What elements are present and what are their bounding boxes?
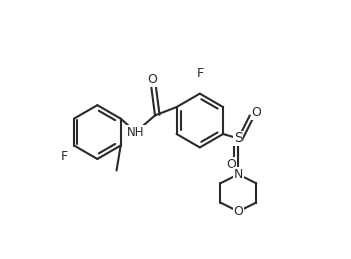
Text: O: O — [233, 205, 243, 218]
Text: F: F — [61, 150, 68, 163]
Text: F: F — [196, 67, 203, 80]
Text: S: S — [234, 132, 243, 146]
Text: O: O — [226, 157, 236, 171]
Text: O: O — [147, 73, 157, 86]
Text: NH: NH — [127, 126, 145, 139]
Text: N: N — [233, 168, 243, 181]
Text: O: O — [251, 106, 261, 119]
